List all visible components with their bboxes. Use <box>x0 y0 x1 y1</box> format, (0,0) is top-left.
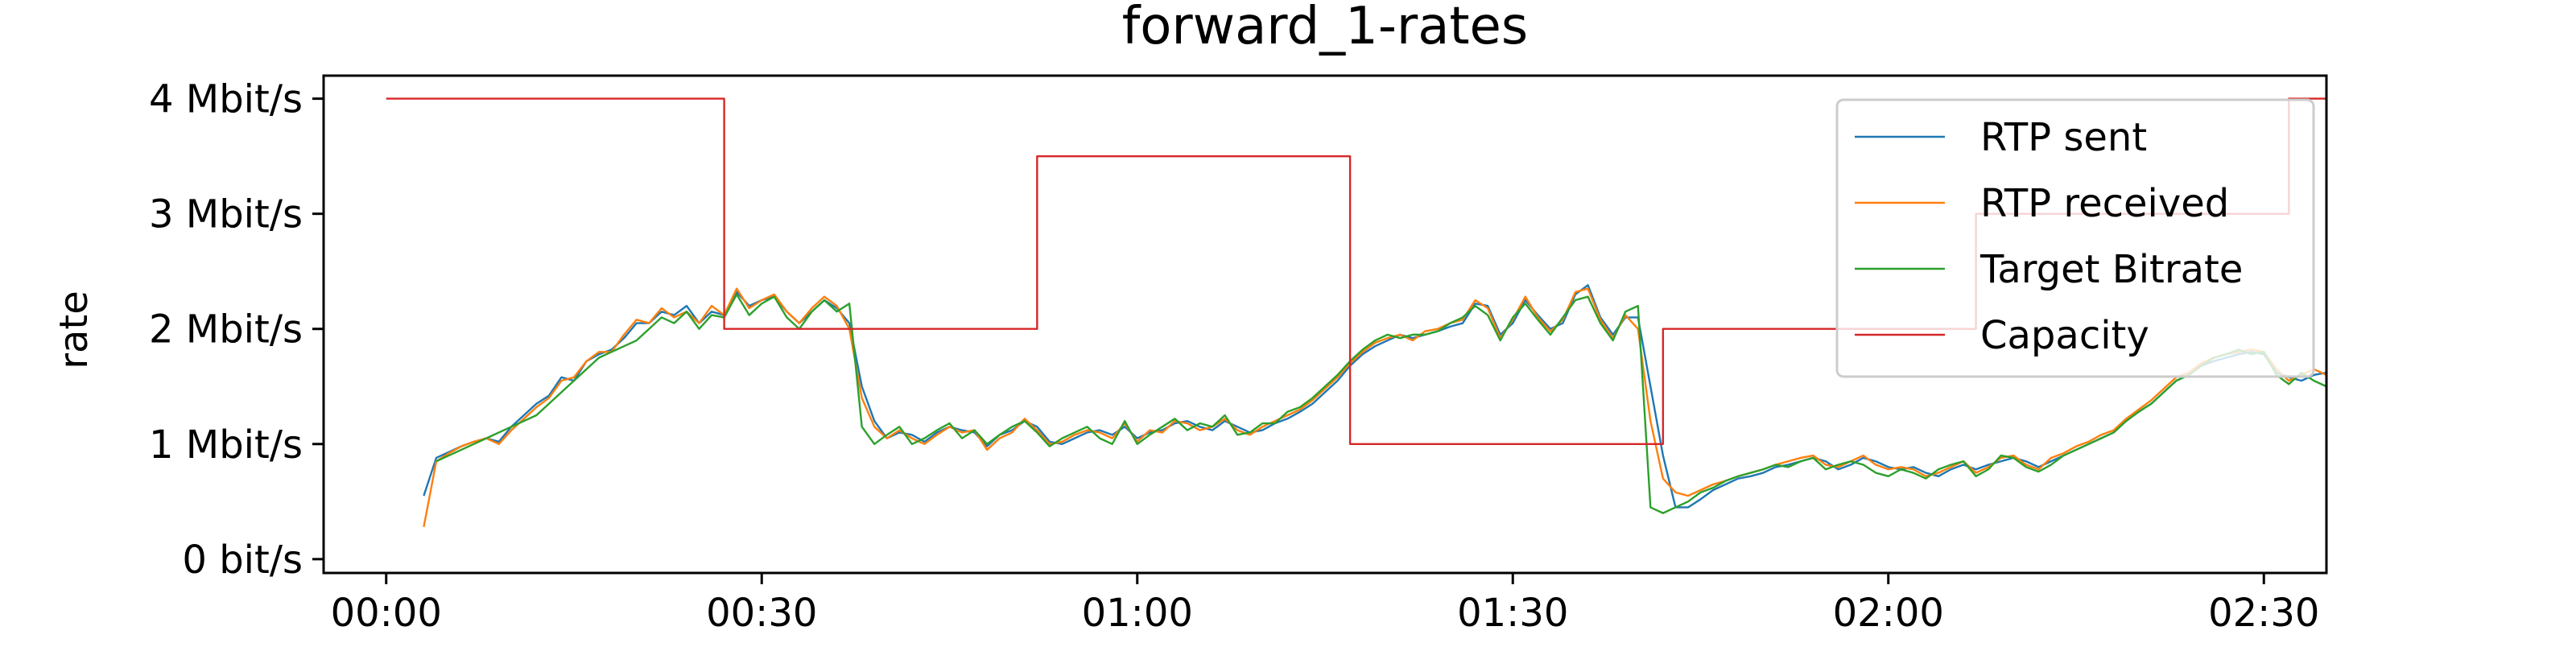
y-tick-label: 2 Mbit/s <box>149 307 303 352</box>
y-tick-label: 0 bit/s <box>182 538 303 583</box>
legend-box <box>1835 98 2315 378</box>
y-axis-ticks: 0 bit/s 1 Mbit/s 2 Mbit/s 3 Mbit/s 4 Mbit/s <box>149 77 324 583</box>
y-axis-label: rate <box>52 291 97 369</box>
legend-label: Target Bitrate <box>1979 247 2243 292</box>
x-tick-label: 01:30 <box>1457 591 1568 636</box>
x-axis-ticks: 00:00 00:30 01:00 01:30 02:00 02:30 <box>331 573 2319 636</box>
legend: RTP sent RTP received Target Bitrate Capaci… <box>1835 98 2315 378</box>
x-tick-label: 02:30 <box>2208 591 2319 636</box>
x-tick-label: 00:30 <box>706 591 817 636</box>
x-tick-label: 02:00 <box>1833 591 1944 636</box>
legend-label: RTP sent <box>1980 115 2147 160</box>
y-tick-label: 1 Mbit/s <box>149 422 303 468</box>
series-line-target-bitrate <box>436 293 2326 514</box>
legend-label: Capacity <box>1980 313 2149 358</box>
y-tick-label: 4 Mbit/s <box>149 77 303 122</box>
x-tick-label: 01:00 <box>1082 591 1193 636</box>
legend-label: RTP received <box>1980 181 2229 226</box>
y-tick-label: 3 Mbit/s <box>149 192 303 237</box>
plot-frame <box>322 74 2328 575</box>
x-tick-label: 00:00 <box>331 591 442 636</box>
chart-title: forward_1-rates <box>1122 0 1529 56</box>
series-line-rtp-received <box>423 287 2326 528</box>
